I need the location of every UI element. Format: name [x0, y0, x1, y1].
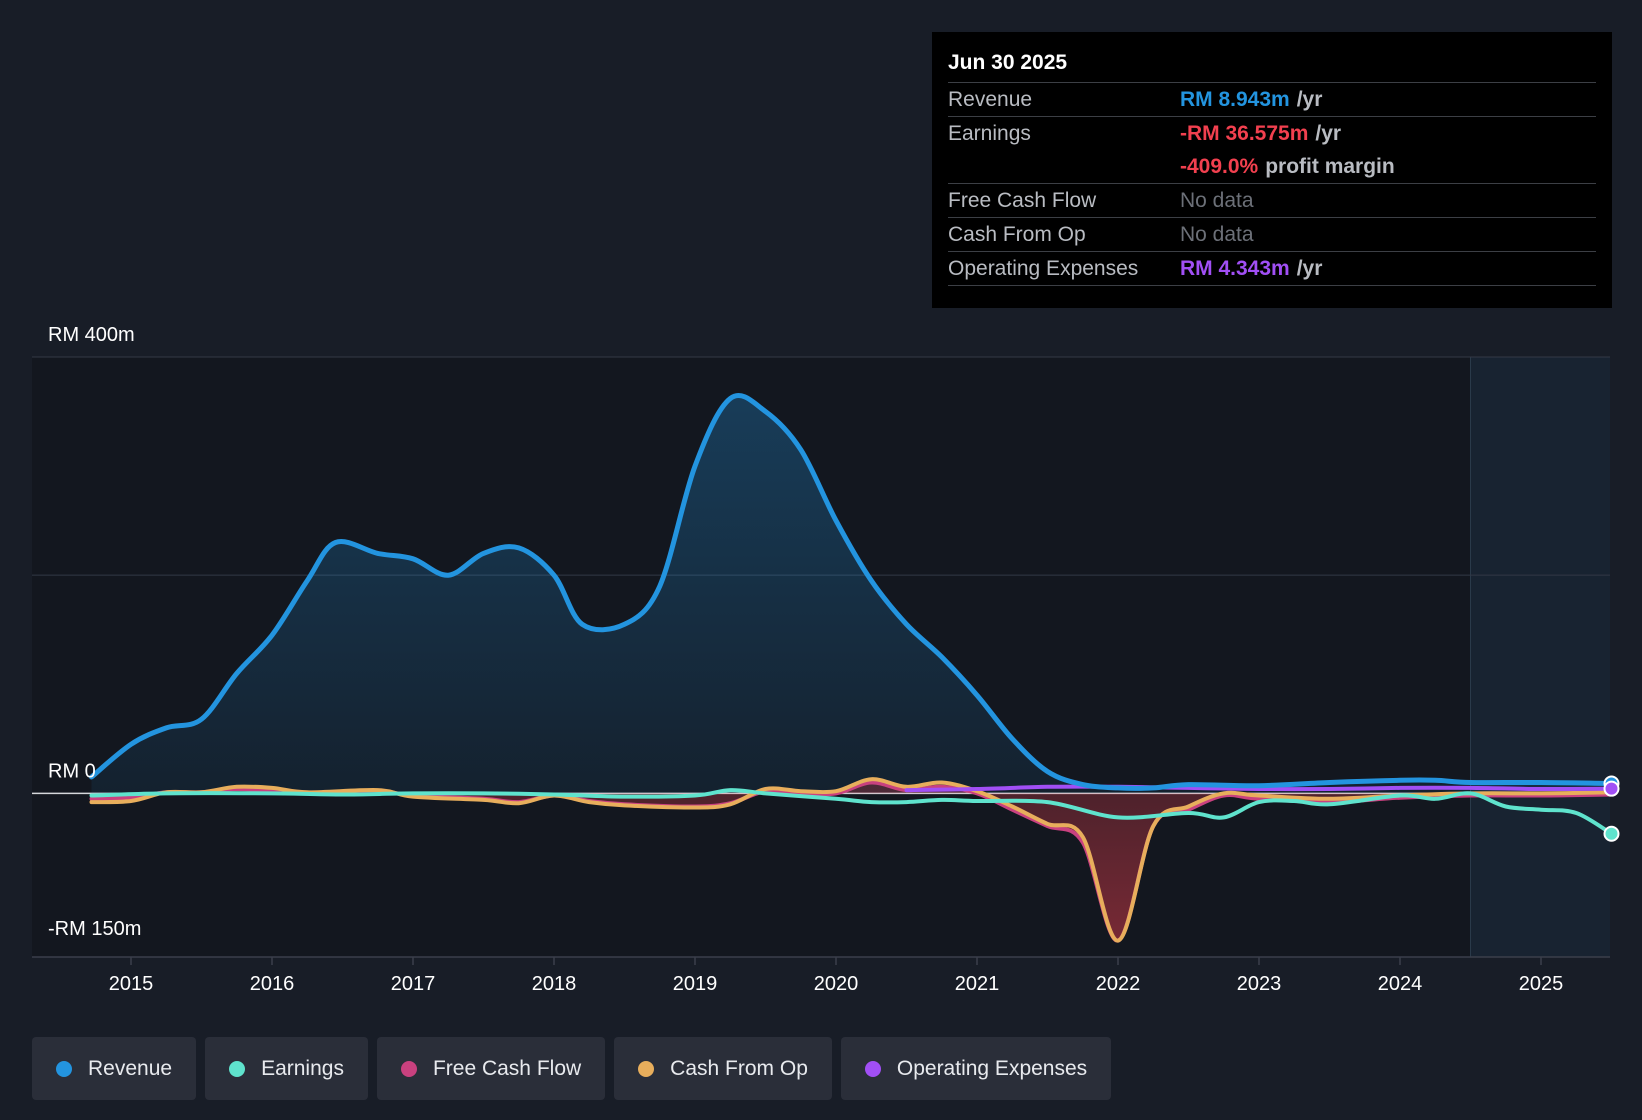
revenue-value: RM 8.943m: [1180, 88, 1290, 111]
series-end-markers: [1603, 775, 1620, 842]
x-tick-label: 2020: [814, 973, 859, 995]
legend-operating-expenses[interactable]: Operating Expenses: [840, 1037, 1112, 1100]
x-tick-label: 2024: [1378, 973, 1423, 995]
tooltip-label: Cash From Op: [948, 223, 1086, 246]
x-tick-label: 2021: [955, 973, 1000, 995]
earnings-end-marker: [1603, 825, 1620, 842]
earnings-line: [89, 788, 1614, 836]
tooltip-label: Operating Expenses: [948, 257, 1139, 280]
legend-label: Earnings: [261, 1056, 344, 1080]
revenue-line: [89, 393, 1614, 791]
unit-label: /yr: [1296, 257, 1323, 280]
fcf-value: No data: [1180, 189, 1254, 212]
opex-line: [904, 784, 1614, 793]
x-axis: 2015 2016 2017 2018 2019 2020 2021 2022 2023 2024…: [109, 957, 1564, 995]
legend-dot-icon: [638, 1060, 655, 1077]
earnings-value: -RM 36.575m: [1180, 122, 1309, 145]
forecast-region: [1470, 357, 1610, 957]
y-tick-label: -RM 150m: [48, 918, 141, 940]
legend-earnings[interactable]: Earnings: [205, 1037, 368, 1100]
tooltip-row-opex: Operating Expenses RM 4.343m /yr: [948, 251, 1596, 286]
legend-label: Cash From Op: [670, 1056, 808, 1080]
unit-label: /yr: [1296, 88, 1323, 111]
legend-dot-icon: [56, 1060, 72, 1077]
x-tick-label: 2025: [1519, 973, 1564, 995]
legend-dot-icon: [400, 1060, 417, 1077]
legend-dot-icon: [229, 1060, 246, 1077]
chart-legend: Revenue Earnings Free Cash Flow Cash Fro…: [32, 1037, 1112, 1100]
series-areas: [91, 395, 1612, 941]
tooltip-row-cfo: Cash From Op No data: [948, 217, 1596, 251]
unit-label: profit margin: [1265, 155, 1395, 178]
revenue-area: [91, 395, 1612, 794]
tooltip-label: Earnings: [948, 122, 1031, 145]
legend-cash-from-op[interactable]: Cash From Op: [614, 1037, 832, 1100]
x-tick-label: 2023: [1237, 973, 1282, 995]
data-tooltip: Jun 30 2025 Revenue RM 8.943m /yr Earnin…: [932, 32, 1612, 308]
tooltip-label: Revenue: [948, 88, 1033, 111]
legend-dot-icon: [864, 1060, 881, 1077]
opex-end-marker: [1603, 780, 1620, 797]
x-tick-label: 2016: [250, 973, 295, 995]
tooltip-date: Jun 30 2025: [948, 51, 1068, 74]
y-axis: RM 400m RM 0 -RM 150m: [48, 324, 141, 940]
tooltip-row-margin: -409.0% profit margin: [948, 150, 1596, 183]
legend-free-cash-flow[interactable]: Free Cash Flow: [376, 1037, 606, 1100]
y-tick-label: RM 0: [48, 760, 96, 782]
tooltip-label: Free Cash Flow: [948, 189, 1097, 212]
y-tick-label: RM 400m: [48, 324, 135, 346]
profit-margin-value: -409.0%: [1180, 155, 1259, 178]
opex-value: RM 4.343m: [1180, 257, 1290, 280]
x-tick-label: 2019: [673, 973, 718, 995]
unit-label: /yr: [1315, 122, 1342, 145]
legend-revenue[interactable]: Revenue: [32, 1037, 197, 1100]
legend-label: Revenue: [88, 1056, 173, 1080]
tooltip-row-earnings: Earnings -RM 36.575m /yr: [948, 116, 1596, 150]
legend-label: Operating Expenses: [896, 1056, 1088, 1080]
x-tick-label: 2018: [532, 973, 577, 995]
cfo-value: No data: [1180, 223, 1254, 246]
series-lines: [89, 393, 1614, 943]
x-tick-label: 2015: [109, 973, 154, 995]
tooltip-row-fcf: Free Cash Flow No data: [948, 183, 1596, 217]
tooltip-row-revenue: Revenue RM 8.943m /yr: [948, 82, 1596, 116]
x-tick-label: 2017: [391, 973, 436, 995]
legend-label: Free Cash Flow: [432, 1056, 582, 1080]
x-tick-label: 2022: [1096, 973, 1141, 995]
